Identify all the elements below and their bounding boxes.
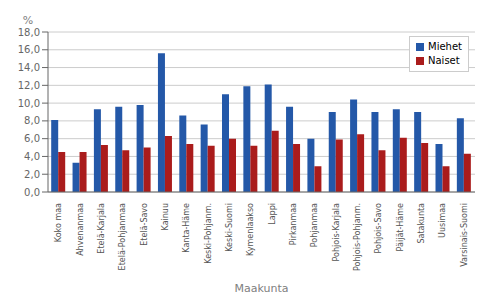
svg-text:10,0: 10,0	[18, 98, 40, 109]
svg-text:Maakunta: Maakunta	[234, 282, 288, 295]
svg-text:14,0: 14,0	[18, 62, 40, 73]
svg-text:16,0: 16,0	[18, 44, 40, 55]
svg-text:Lappi: Lappi	[268, 203, 277, 225]
svg-text:%: %	[23, 14, 33, 27]
html-text:Miehet: Miehet	[428, 41, 462, 52]
svg-text:Pohjois-Pohjanm.: Pohjois-Pohjanm.	[353, 203, 362, 271]
svg-text:Ahvenanmaa: Ahvenanmaa	[76, 203, 85, 256]
svg-text:12,0: 12,0	[18, 80, 40, 91]
svg-text:Keski-Pohjanm.: Keski-Pohjanm.	[204, 203, 213, 264]
svg-text:0,0: 0,0	[24, 187, 40, 198]
svg-text:Varsinais-Suomi: Varsinais-Suomi	[460, 203, 469, 267]
svg-text:Uusimaa: Uusimaa	[438, 203, 447, 238]
svg-text:Kanta-Häme: Kanta-Häme	[182, 203, 191, 253]
svg-text:Päijät-Häme: Päijät-Häme	[396, 203, 405, 251]
svg-text:Kymenlaakso: Kymenlaakso	[246, 203, 255, 256]
svg-text:8,0: 8,0	[24, 115, 40, 126]
svg-text:6,0: 6,0	[24, 133, 40, 144]
svg-text:Satakunta: Satakunta	[417, 203, 426, 244]
svg-text:Koko maa: Koko maa	[54, 203, 63, 242]
svg-text:Kainuu: Kainuu	[161, 203, 170, 230]
svg-text:4,0: 4,0	[24, 151, 40, 162]
svg-text:Pohjois-Savo: Pohjois-Savo	[374, 203, 383, 254]
svg-text:18,0: 18,0	[18, 27, 40, 38]
svg-text:Etelä-Pohjanmaa: Etelä-Pohjanmaa	[118, 203, 127, 271]
svg-text:Pohjanmaa: Pohjanmaa	[310, 203, 319, 247]
svg-text:Etelä-Karjala: Etelä-Karjala	[97, 203, 106, 254]
svg-text:Pohjois-Karjala: Pohjois-Karjala	[332, 203, 341, 262]
svg-text:Pirkanmaa: Pirkanmaa	[289, 203, 298, 245]
svg-text:Keski-Suomi: Keski-Suomi	[225, 203, 234, 252]
svg-text:2,0: 2,0	[24, 169, 40, 180]
svg-text:Etelä-Savo: Etelä-Savo	[140, 203, 149, 246]
html-text:Naiset: Naiset	[428, 55, 460, 66]
